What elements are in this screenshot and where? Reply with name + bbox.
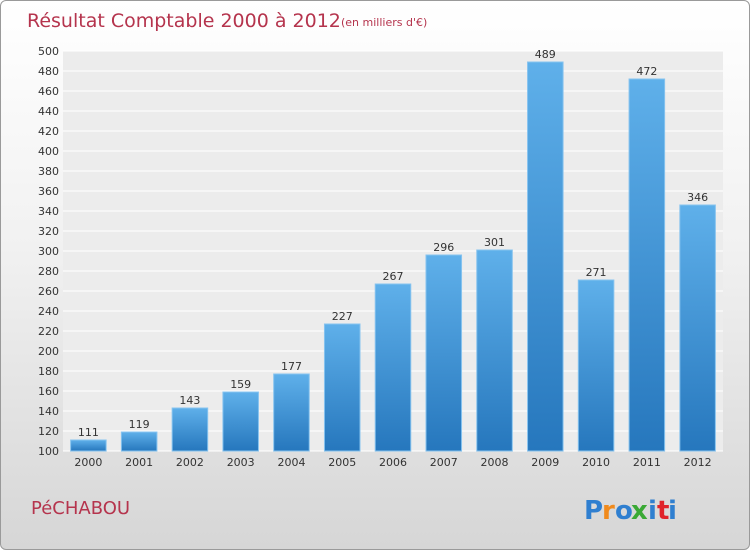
bar-2010 (577, 279, 615, 452)
y-tick-label: 460 (38, 85, 59, 98)
y-tick-label: 220 (38, 325, 59, 338)
bar-2003 (222, 391, 259, 452)
logo-letter: x (631, 496, 648, 526)
y-tick-label: 360 (38, 185, 59, 198)
x-tick-label: 2006 (379, 456, 407, 469)
x-tick-label: 2007 (430, 456, 458, 469)
y-tick-label: 300 (38, 245, 59, 258)
bars-layer (70, 61, 716, 452)
data-label-2009: 489 (535, 48, 556, 61)
data-label-2007: 296 (433, 241, 454, 254)
x-tick-label: 2000 (74, 456, 102, 469)
data-label-2003: 159 (230, 378, 251, 391)
y-tick-label: 160 (38, 385, 59, 398)
bar-2012 (679, 204, 716, 452)
data-label-2000: 111 (78, 426, 99, 439)
x-tick-label: 2004 (277, 456, 305, 469)
x-tick-label: 2001 (125, 456, 153, 469)
y-tick-label: 120 (38, 425, 59, 438)
y-tick-label: 320 (38, 225, 59, 238)
logo-letter: i (648, 496, 657, 526)
y-tick-label: 340 (38, 205, 59, 218)
logo-letter: o (615, 496, 633, 526)
y-axis: 100 120 140 160 180 200 220 240 260 280 300 320 340 3… (38, 45, 59, 458)
y-tick-label: 380 (38, 165, 59, 178)
data-label-2006: 267 (383, 270, 404, 283)
logo-letter: P (584, 496, 603, 526)
y-tick-label: 400 (38, 145, 59, 158)
logo-letter: t (657, 496, 669, 526)
data-label-2001: 119 (129, 418, 150, 431)
y-tick-label: 140 (38, 405, 59, 418)
commune-name: PéCHABOU (31, 498, 130, 519)
y-tick-label: 200 (38, 345, 59, 358)
y-tick-label: 180 (38, 365, 59, 378)
x-tick-label: 2008 (481, 456, 509, 469)
bar-2000 (70, 439, 107, 452)
chart-title: Résultat Comptable 2000 à 2012 (27, 10, 341, 32)
x-tick-label: 2003 (227, 456, 255, 469)
y-tick-label: 420 (38, 125, 59, 138)
x-tick-label: 2011 (633, 456, 661, 469)
data-label-2012: 346 (687, 191, 708, 204)
bar-2011 (628, 78, 666, 452)
bar-2006 (374, 283, 412, 452)
y-tick-label: 100 (38, 445, 59, 458)
x-tick-label: 2005 (328, 456, 356, 469)
data-labels: 111 119 143 159 177 227 267 296 301 489 271 472 346 (78, 48, 708, 439)
bar-2004 (273, 373, 310, 452)
data-label-2008: 301 (484, 236, 505, 249)
y-tick-label: 440 (38, 105, 59, 118)
x-tick-label: 2002 (176, 456, 204, 469)
data-label-2004: 177 (281, 360, 302, 373)
bar-2005 (323, 323, 361, 452)
chart-subtitle: (en milliers d'€) (341, 16, 427, 29)
x-axis: 2000 2001 2002 2003 2004 2005 2006 2007 2008 2009… (74, 456, 711, 469)
y-tick-label: 260 (38, 285, 59, 298)
y-tick-label: 480 (38, 65, 59, 78)
y-tick-label: 280 (38, 265, 59, 278)
x-tick-label: 2012 (684, 456, 712, 469)
logo-letter: i (668, 496, 677, 526)
x-tick-label: 2009 (531, 456, 559, 469)
x-tick-label: 2010 (582, 456, 610, 469)
data-label-2002: 143 (179, 394, 200, 407)
logo-letter: r (602, 496, 615, 526)
bar-2001 (120, 431, 158, 452)
y-tick-label: 240 (38, 305, 59, 318)
bar-2002 (171, 407, 209, 452)
data-label-2011: 472 (636, 65, 657, 78)
bar-2008 (476, 249, 513, 452)
data-label-2010: 271 (586, 266, 607, 279)
bar-2007 (425, 254, 463, 452)
data-label-2005: 227 (332, 310, 353, 323)
proxiti-logo: Pr ox i ti (584, 496, 677, 526)
bar-2009 (527, 61, 564, 452)
y-tick-label: 500 (38, 45, 59, 58)
